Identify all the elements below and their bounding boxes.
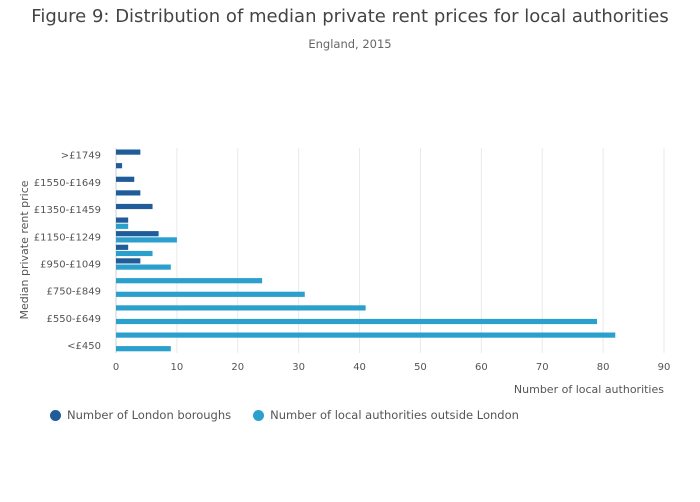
y-tick-label: >£1749 <box>61 151 101 162</box>
gridlines <box>115 148 665 353</box>
bars <box>116 149 616 352</box>
legend-label-london: Number of London boroughs <box>67 408 232 422</box>
legend-item-outside-london[interactable]: Number of local authorities outside Lond… <box>253 408 519 422</box>
bar-outside-london[interactable] <box>116 318 598 325</box>
bar-london[interactable] <box>116 176 135 182</box>
x-tick-label: 40 <box>353 362 366 373</box>
y-tick-label: £1150-£1249 <box>34 232 101 243</box>
y-tick-label: <£450 <box>67 341 101 352</box>
x-tick-label: 90 <box>658 362 671 373</box>
bar-outside-london[interactable] <box>116 278 263 284</box>
legend-label-outside-london: Number of local authorities outside Lond… <box>270 408 519 422</box>
legend-marker-london <box>50 409 61 421</box>
bar-london[interactable] <box>116 231 159 237</box>
bar-outside-london[interactable] <box>116 264 171 270</box>
y-axis-title: Median private rent price <box>18 180 31 319</box>
chart-title: Figure 9: Distribution of median private… <box>31 6 669 27</box>
legend-item-london[interactable]: Number of London boroughs <box>50 408 231 422</box>
bar-london[interactable] <box>116 149 141 155</box>
x-tick-label: 10 <box>171 362 184 373</box>
bar-outside-london[interactable] <box>116 223 129 229</box>
y-tick-labels: >£1749 £1550-£1649 £1350-£1459 £1150-£1249 £… <box>34 151 101 352</box>
bar-london[interactable] <box>116 217 129 223</box>
bar-outside-london[interactable] <box>116 250 153 257</box>
bar-london[interactable] <box>116 163 123 169</box>
bar-london[interactable] <box>116 203 153 210</box>
chart-subtitle: England, 2015 <box>308 37 392 51</box>
bar-london[interactable] <box>116 258 141 264</box>
bar-london[interactable] <box>116 244 129 250</box>
bar-outside-london[interactable] <box>116 346 171 352</box>
x-tick-label: 80 <box>597 362 610 373</box>
x-tick-label: 70 <box>536 362 549 373</box>
x-tick-label: 60 <box>475 362 488 373</box>
y-tick-label: £1550-£1649 <box>34 178 101 189</box>
bar-outside-london[interactable] <box>116 291 305 297</box>
y-tick-label: £1350-£1459 <box>34 205 101 216</box>
x-tick-label: 50 <box>414 362 427 373</box>
y-tick-label: £750-£849 <box>46 287 101 298</box>
bar-outside-london[interactable] <box>116 305 366 311</box>
y-tick-label: £550-£649 <box>46 314 101 325</box>
y-tick-label: £950-£1049 <box>40 260 101 271</box>
legend: Number of London boroughs Number of loca… <box>50 408 519 422</box>
legend-marker-outside-london <box>253 409 265 421</box>
bar-london[interactable] <box>116 190 141 196</box>
x-axis-title: Number of local authorities <box>514 383 664 396</box>
bar-outside-london[interactable] <box>116 237 177 243</box>
bar-outside-london[interactable] <box>116 332 616 338</box>
x-tick-label: 0 <box>113 362 119 373</box>
x-tick-labels: 0 10 20 30 40 50 60 70 80 90 <box>113 362 671 373</box>
x-tick-label: 30 <box>292 362 305 373</box>
x-tick-label: 20 <box>231 362 244 373</box>
